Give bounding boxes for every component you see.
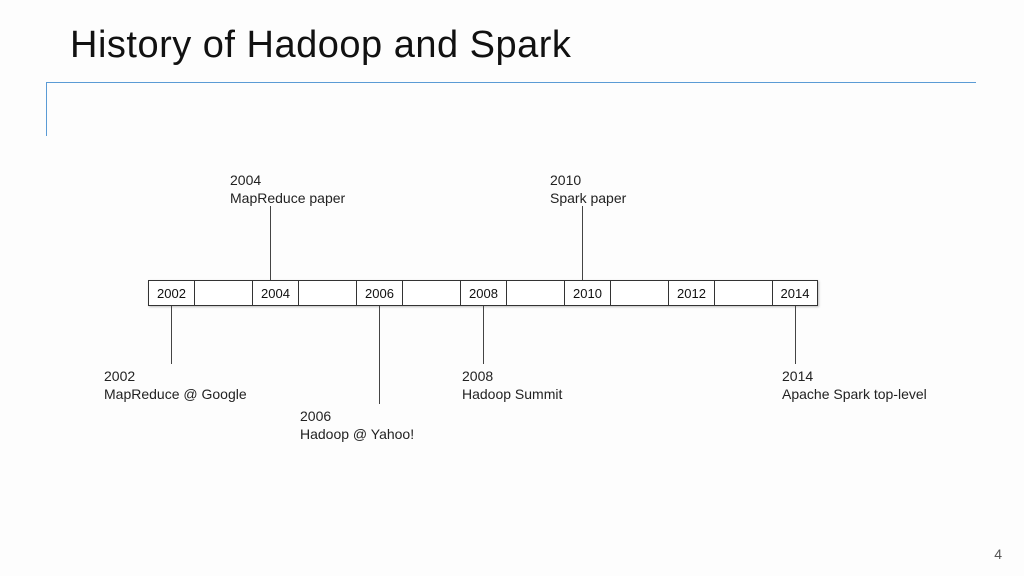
callout-year: 2010: [550, 172, 626, 190]
timeline-cell-gap: [298, 280, 356, 306]
callout-text: MapReduce @ Google: [104, 386, 247, 404]
timeline-cell-gap: [402, 280, 460, 306]
timeline-cell-gap: [714, 280, 772, 306]
callout-year: 2006: [300, 408, 414, 426]
timeline-callout: 2008Hadoop Summit: [462, 368, 562, 403]
timeline-cell-2004: 2004: [252, 280, 298, 306]
timeline-bar: 2002 2004 2006 2008 2010 2012 2014: [148, 280, 818, 306]
timeline-cell-gap: [610, 280, 668, 306]
timeline-tick: [582, 206, 583, 280]
timeline-tick: [795, 306, 796, 364]
title-vertical-accent: [46, 82, 47, 136]
timeline-cell-2002: 2002: [148, 280, 194, 306]
timeline-tick: [270, 206, 271, 280]
timeline-tick: [483, 306, 484, 364]
callout-text: Spark paper: [550, 190, 626, 208]
timeline-cell-gap: [506, 280, 564, 306]
timeline-diagram: 2002200420062008201020122014 2004MapRedu…: [0, 150, 1024, 480]
timeline-cell-2010: 2010: [564, 280, 610, 306]
callout-year: 2002: [104, 368, 247, 386]
timeline-cell-2012: 2012: [668, 280, 714, 306]
timeline-callout: 2006Hadoop @ Yahoo!: [300, 408, 414, 443]
timeline-callout: 2010Spark paper: [550, 172, 626, 207]
timeline-callout: 2002MapReduce @ Google: [104, 368, 247, 403]
timeline-tick: [171, 306, 172, 364]
callout-year: 2004: [230, 172, 345, 190]
timeline-callout: 2004MapReduce paper: [230, 172, 345, 207]
callout-text: MapReduce paper: [230, 190, 345, 208]
title-underline: [46, 82, 976, 83]
timeline-callout: 2014Apache Spark top-level: [782, 368, 927, 403]
callout-year: 2008: [462, 368, 562, 386]
callout-text: Apache Spark top-level: [782, 386, 927, 404]
callout-text: Hadoop Summit: [462, 386, 562, 404]
timeline-cell-gap: [194, 280, 252, 306]
slide: History of Hadoop and Spark 2002 2004 2006…: [0, 0, 1024, 576]
slide-title: History of Hadoop and Spark: [70, 24, 571, 67]
page-number: 4: [994, 546, 1002, 562]
timeline-tick: [379, 306, 380, 404]
callout-year: 2014: [782, 368, 927, 386]
timeline-cell-2014: 2014: [772, 280, 818, 306]
timeline-cell-2006: 2006: [356, 280, 402, 306]
callout-text: Hadoop @ Yahoo!: [300, 426, 414, 444]
timeline-cell-2008: 2008: [460, 280, 506, 306]
